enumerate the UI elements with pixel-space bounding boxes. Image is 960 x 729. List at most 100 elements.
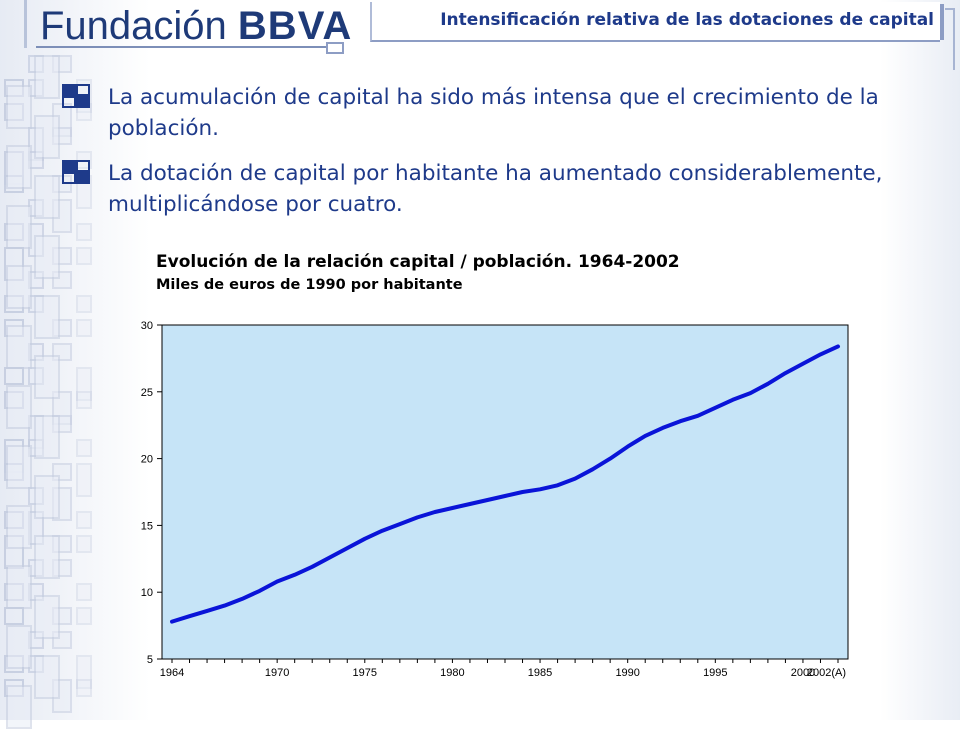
header-accent-bracket — [945, 8, 955, 70]
decorative-tile — [6, 505, 32, 549]
chart-title: Evolución de la relación capital / pobla… — [156, 252, 680, 272]
data-point — [521, 490, 524, 494]
data-point — [538, 488, 542, 491]
data-point — [363, 537, 366, 540]
decorative-tile — [76, 319, 92, 337]
decorative-tile — [6, 565, 32, 609]
decorative-tile — [34, 175, 60, 219]
data-point — [381, 529, 384, 532]
data-point — [766, 382, 770, 385]
decorative-tile — [34, 475, 60, 519]
decorative-tile — [76, 439, 92, 457]
decorative-tile — [6, 325, 32, 369]
decorative-tile — [34, 115, 60, 159]
data-point — [819, 353, 822, 356]
data-point — [731, 398, 735, 402]
decorative-tile — [6, 205, 32, 249]
decorative-tile — [76, 223, 92, 241]
decorative-tile — [76, 391, 92, 409]
decorative-tile — [76, 679, 92, 697]
y-tick-label: 10 — [141, 587, 153, 599]
page-title: Intensificación relativa de las dotacion… — [440, 10, 934, 30]
decorative-tile — [34, 355, 60, 399]
x-tick-label: 1980 — [440, 667, 464, 679]
y-tick-label: 20 — [141, 454, 153, 466]
logo-text: Fundación — [40, 4, 238, 48]
decorative-tile — [76, 463, 92, 497]
x-tick-label: 1985 — [528, 667, 552, 679]
decorative-tile — [34, 595, 60, 639]
y-tick-label: 15 — [141, 520, 153, 532]
data-point — [433, 510, 437, 514]
data-point — [275, 580, 279, 583]
y-tick-label: 30 — [141, 320, 153, 332]
decorative-tile — [34, 235, 60, 279]
bullet-text: La dotación de capital por habitante ha … — [108, 161, 883, 217]
bullet-list: La acumulación de capital ha sido más in… — [62, 82, 912, 234]
data-point — [311, 565, 314, 569]
data-point — [573, 477, 577, 480]
logo-brand: BBVA — [237, 4, 353, 48]
bullet-item: La acumulación de capital ha sido más in… — [62, 82, 912, 144]
bullet-squares-icon — [62, 84, 90, 110]
x-tick-label: 1995 — [703, 667, 727, 679]
decorative-tile — [6, 385, 32, 429]
data-point — [836, 345, 840, 348]
decorative-tile — [6, 265, 32, 309]
decorative-tile — [34, 415, 60, 459]
logo-divider — [24, 0, 27, 48]
data-point — [258, 589, 261, 593]
data-point — [223, 604, 226, 607]
data-point — [468, 502, 472, 506]
data-point — [293, 573, 296, 577]
decorative-tile — [6, 145, 32, 189]
x-tick-label: 1975 — [353, 667, 377, 679]
decorative-tile — [6, 85, 32, 129]
data-point — [205, 609, 209, 613]
header-accent — [940, 4, 944, 40]
logo: Fundación BBVA — [40, 4, 352, 49]
data-point — [170, 620, 174, 623]
decorative-tile — [76, 367, 92, 401]
logo-underline — [36, 46, 326, 48]
decorative-tile — [76, 247, 92, 265]
decorative-tile — [34, 535, 60, 579]
data-point — [784, 371, 787, 375]
decorative-tile — [76, 511, 92, 529]
data-point — [714, 406, 717, 410]
x-tick-label: 1990 — [615, 667, 639, 679]
data-point — [661, 426, 664, 430]
data-point — [416, 516, 419, 519]
data-point — [398, 522, 402, 526]
header-bar: Intensificación relativa de las dotacion… — [370, 2, 940, 42]
x-tick-label: 2000 — [791, 667, 815, 679]
data-point — [591, 468, 594, 471]
decorative-tile — [76, 535, 92, 553]
data-point — [608, 457, 612, 460]
decorative-tile — [6, 445, 32, 489]
data-point — [188, 615, 191, 618]
data-point — [696, 414, 699, 418]
chart-subtitle: Miles de euros de 1990 por habitante — [156, 277, 463, 293]
bullet-item: La dotación de capital por habitante ha … — [62, 158, 912, 220]
plot-area — [161, 324, 849, 660]
y-tick-label: 5 — [147, 654, 153, 666]
data-point — [503, 494, 507, 498]
decorative-tiles-right — [0, 55, 70, 729]
data-point — [240, 597, 244, 601]
data-point — [556, 484, 559, 487]
decorative-tile — [34, 55, 60, 99]
data-point — [626, 445, 629, 448]
decorative-tile — [76, 583, 92, 601]
x-tick-label: 2002(A) — [807, 667, 846, 679]
decorative-tile — [76, 655, 92, 689]
header-accent-box — [326, 42, 344, 54]
decorative-tile — [6, 625, 32, 669]
decorative-tile — [76, 295, 92, 313]
x-tick-label: 1970 — [265, 667, 289, 679]
bullet-squares-icon — [62, 160, 90, 186]
data-point — [801, 362, 805, 365]
data-point — [328, 556, 331, 559]
decorative-tile — [76, 607, 92, 625]
